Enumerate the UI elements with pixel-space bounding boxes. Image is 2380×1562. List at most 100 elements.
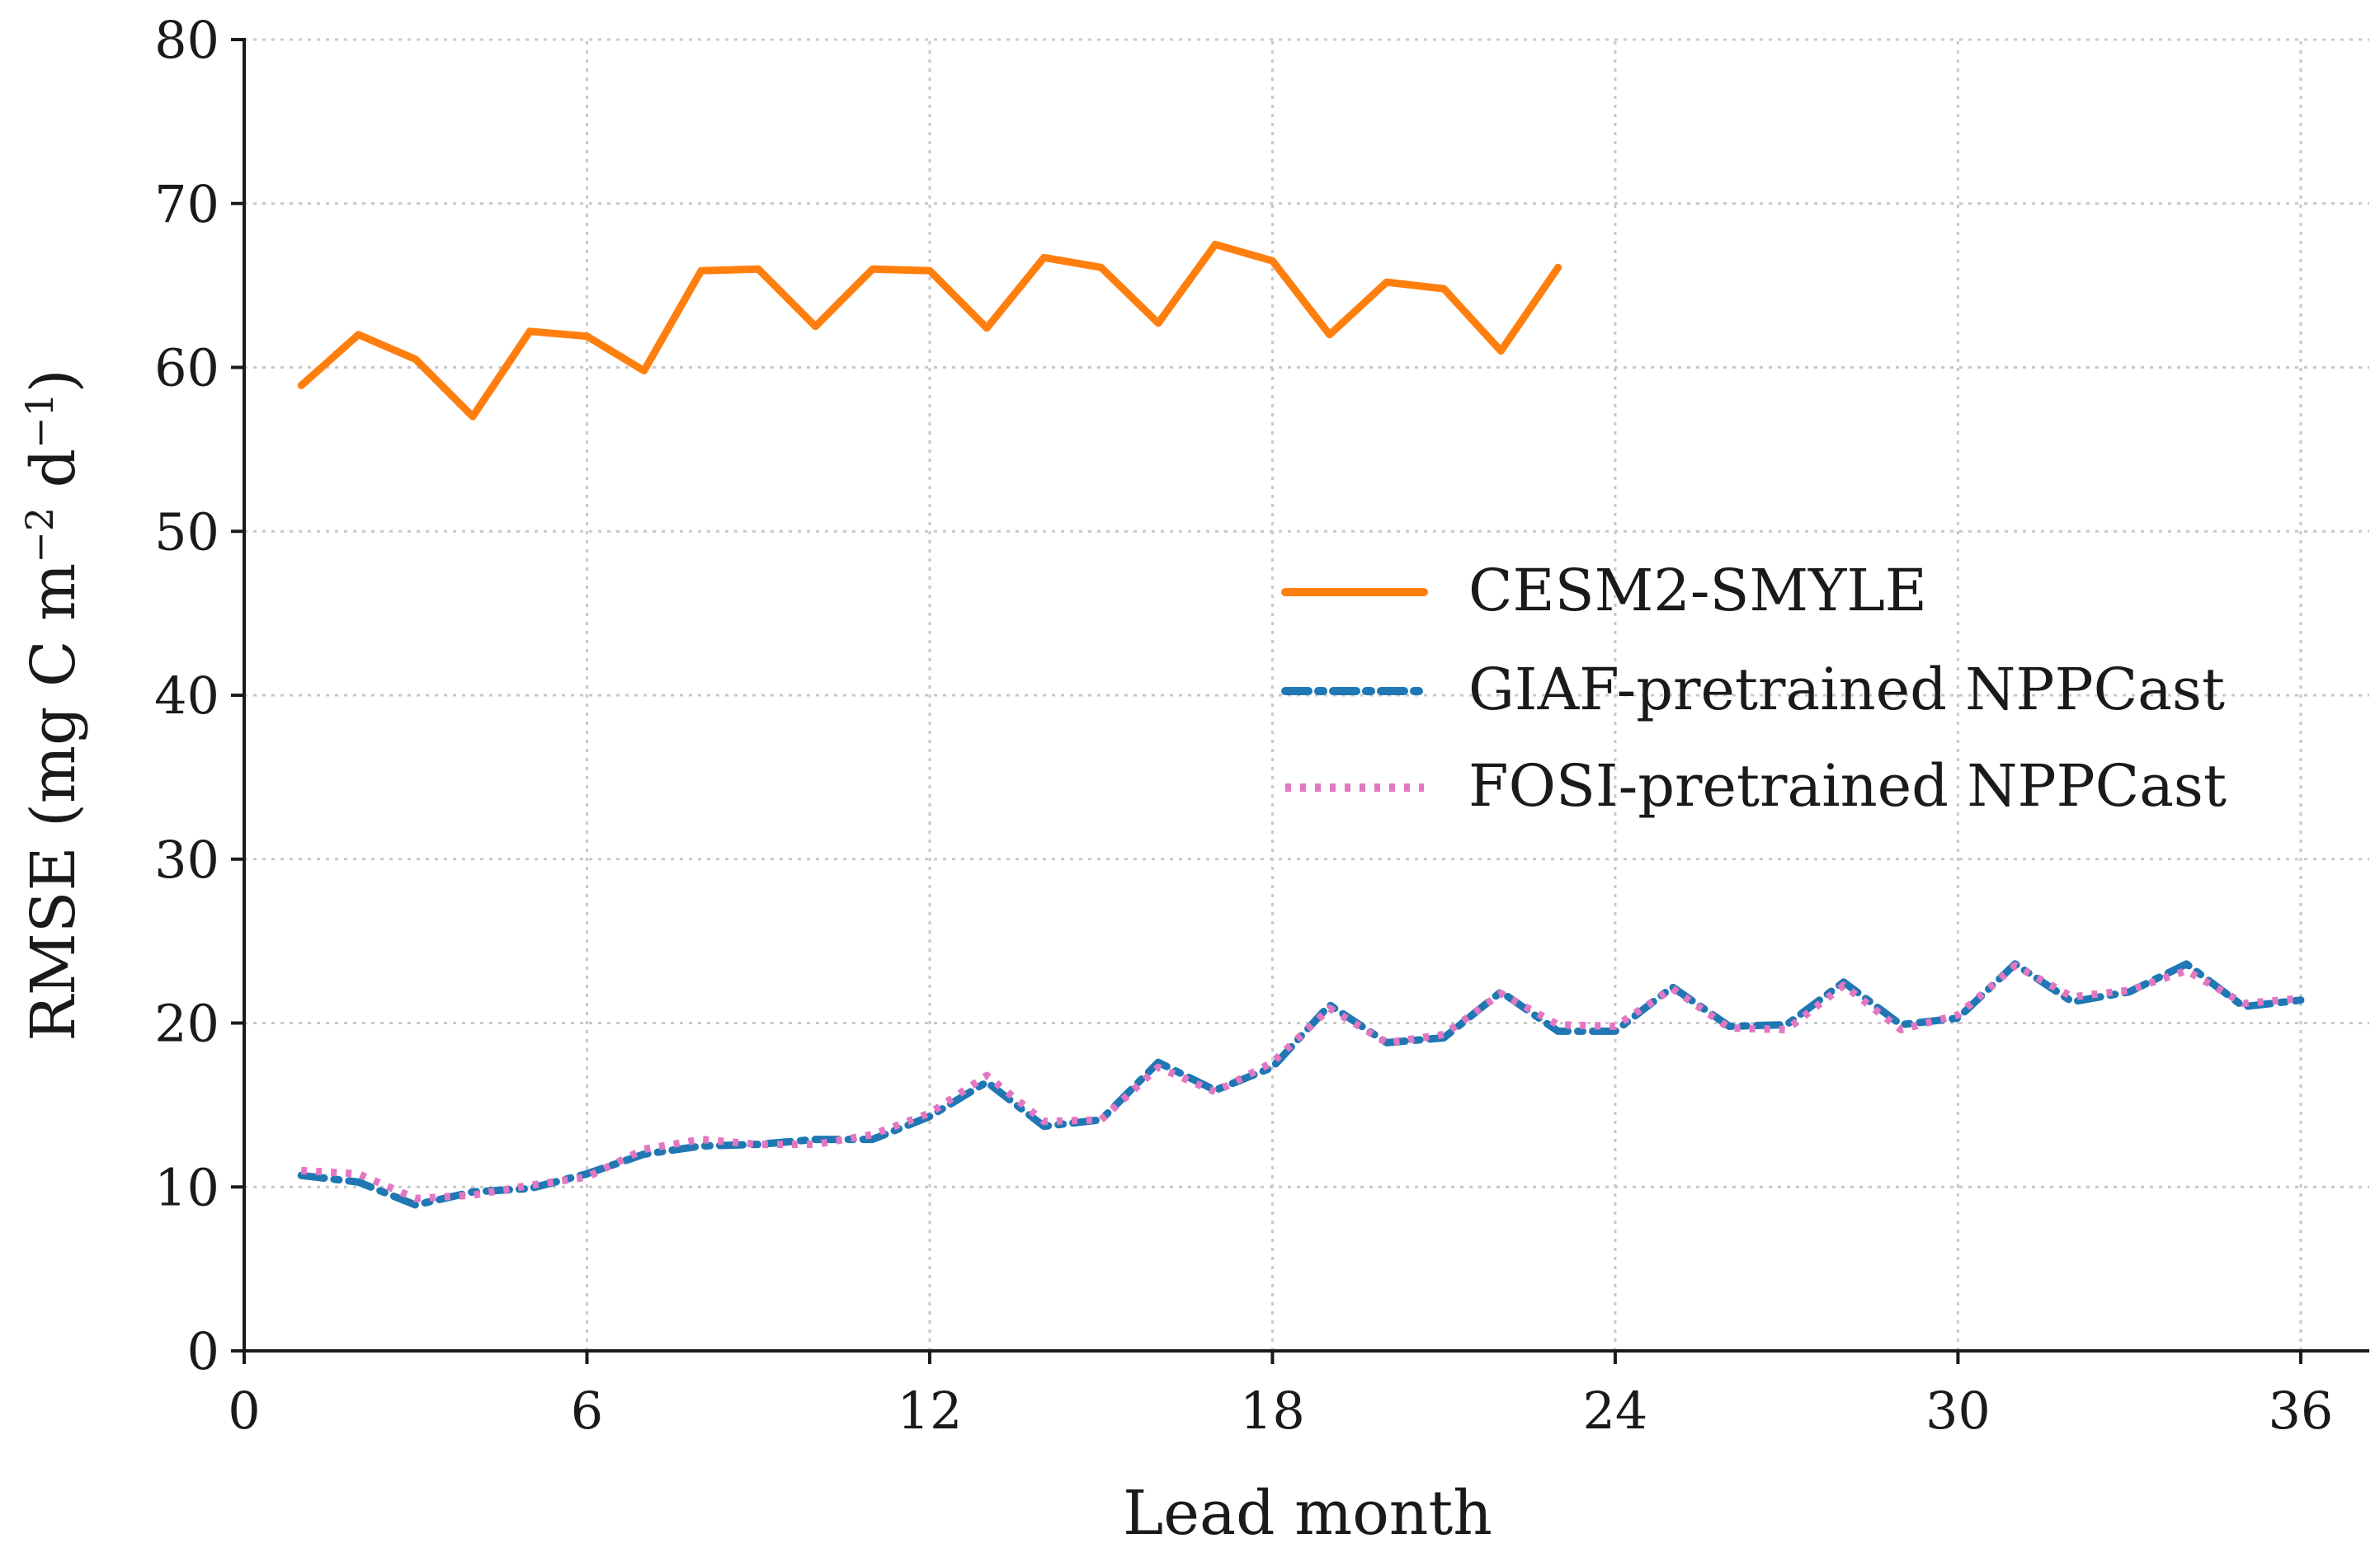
y-tick-label-40: 40	[154, 666, 219, 726]
data-point-fosi-pretrained-nppcast-27	[1784, 1027, 1790, 1033]
data-point-cesm2-smyle-17	[1212, 241, 1218, 247]
data-point-giaf-pretrained-nppcast-2	[356, 1179, 362, 1185]
y-axis-title-prefix: RMSE (mg C m	[18, 563, 89, 1042]
data-point-fosi-pretrained-nppcast-15	[1098, 1117, 1105, 1123]
x-tick-label-6: 6	[571, 1381, 603, 1441]
data-point-fosi-pretrained-nppcast-26	[1726, 1025, 1732, 1032]
data-point-fosi-pretrained-nppcast-3	[412, 1195, 419, 1202]
x-tick-label-24: 24	[1582, 1381, 1647, 1441]
data-point-fosi-pretrained-nppcast-21	[1440, 1031, 1447, 1037]
y-axis-title: RMSE (mg C m−2 d−1)	[17, 369, 89, 1041]
data-point-fosi-pretrained-nppcast-13	[983, 1072, 990, 1079]
data-point-cesm2-smyle-18	[1270, 257, 1276, 264]
legend-label-giaf-pretrained: GIAF-pretrained NPPCast	[1468, 656, 2225, 723]
data-point-fosi-pretrained-nppcast-8	[698, 1136, 705, 1143]
data-point-fosi-pretrained-nppcast-30	[1954, 1012, 1961, 1019]
data-point-fosi-pretrained-nppcast-6	[584, 1174, 591, 1180]
data-point-cesm2-smyle-1	[298, 382, 304, 388]
data-point-fosi-pretrained-nppcast-23	[1555, 1022, 1562, 1028]
data-point-fosi-pretrained-nppcast-28	[1840, 982, 1847, 989]
data-point-fosi-pretrained-nppcast-1	[298, 1167, 304, 1174]
y-tick-label-50: 50	[154, 501, 219, 562]
data-point-giaf-pretrained-nppcast-23	[1555, 1028, 1562, 1034]
data-point-giaf-pretrained-nppcast-34	[2183, 961, 2189, 967]
data-point-fosi-pretrained-nppcast-35	[2241, 1000, 2247, 1007]
y-axis-title-exp2: −1	[17, 393, 62, 449]
data-point-cesm2-smyle-9	[755, 266, 761, 272]
y-axis-title-suffix: )	[18, 369, 89, 393]
data-point-fosi-pretrained-nppcast-17	[1212, 1089, 1218, 1095]
data-point-fosi-pretrained-nppcast-5	[526, 1182, 533, 1188]
tick-marks: 0 10 20 30 40 50 60 70 80 0 6 12 18 24 30 36	[154, 10, 2333, 1441]
data-point-cesm2-smyle-21	[1440, 285, 1447, 292]
data-point-fosi-pretrained-nppcast-24	[1612, 1023, 1619, 1030]
series-line-cesm2-smyle	[297, 240, 1562, 421]
data-point-cesm2-smyle-10	[813, 323, 819, 330]
data-point-fosi-pretrained-nppcast-36	[2298, 995, 2304, 1002]
data-point-cesm2-smyle-12	[926, 267, 933, 274]
x-tick-label-36: 36	[2268, 1381, 2333, 1441]
y-tick-label-20: 20	[154, 994, 219, 1054]
data-point-fosi-pretrained-nppcast-7	[641, 1146, 648, 1153]
y-tick-label-70: 70	[154, 174, 219, 234]
data-point-cesm2-smyle-22	[1497, 348, 1504, 355]
data-point-cesm2-smyle-11	[870, 266, 876, 272]
series-line-fosi-pretrained-nppcast	[300, 962, 2302, 1202]
y-tick-label-80: 80	[154, 10, 219, 70]
series-cesm2-smyle	[297, 240, 1562, 421]
data-point-cesm2-smyle-14	[1041, 254, 1048, 261]
data-point-cesm2-smyle-19	[1327, 332, 1333, 338]
legend-label-fosi-pretrained: FOSI-pretrained NPPCast	[1468, 752, 2227, 820]
y-axis-title-mid: d	[18, 449, 89, 507]
series-fosi-pretrained-nppcast	[298, 962, 2304, 1202]
x-axis-title: Lead month	[1123, 1478, 1492, 1549]
data-point-fosi-pretrained-nppcast-16	[1155, 1064, 1162, 1070]
data-point-fosi-pretrained-nppcast-9	[755, 1141, 761, 1148]
data-point-fosi-pretrained-nppcast-4	[469, 1192, 476, 1198]
data-point-cesm2-smyle-16	[1155, 320, 1162, 327]
x-tick-label-12: 12	[898, 1381, 963, 1441]
data-point-cesm2-smyle-13	[983, 325, 990, 332]
data-point-cesm2-smyle-23	[1555, 264, 1562, 271]
legend: CESM2-SMYLE GIAF-pretrained NPPCast FOSI…	[1281, 557, 2227, 820]
y-tick-label-30: 30	[154, 830, 219, 890]
data-point-fosi-pretrained-nppcast-34	[2183, 967, 2189, 974]
x-tick-label-18: 18	[1240, 1381, 1305, 1441]
x-tick-label-30: 30	[1925, 1381, 1991, 1441]
data-point-fosi-pretrained-nppcast-2	[356, 1170, 362, 1177]
data-point-cesm2-smyle-3	[412, 356, 419, 363]
data-point-cesm2-smyle-20	[1383, 279, 1390, 285]
series-giaf-pretrained-nppcast	[297, 960, 2305, 1209]
data-point-fosi-pretrained-nppcast-10	[813, 1141, 819, 1148]
data-point-cesm2-smyle-4	[469, 413, 476, 420]
data-point-fosi-pretrained-nppcast-12	[926, 1110, 933, 1117]
data-point-fosi-pretrained-nppcast-14	[1041, 1118, 1048, 1125]
data-point-fosi-pretrained-nppcast-29	[1897, 1027, 1904, 1033]
data-point-giaf-pretrained-nppcast-8	[698, 1143, 705, 1150]
y-axis-title-exp1: −2	[17, 507, 62, 563]
data-point-fosi-pretrained-nppcast-18	[1270, 1059, 1276, 1066]
data-point-cesm2-smyle-15	[1098, 264, 1105, 271]
y-tick-label-60: 60	[154, 338, 219, 398]
data-point-fosi-pretrained-nppcast-22	[1497, 990, 1504, 997]
legend-label-cesm2-smyle: CESM2-SMYLE	[1468, 557, 1927, 624]
data-point-cesm2-smyle-8	[698, 267, 705, 274]
data-point-giaf-pretrained-nppcast-3	[412, 1202, 419, 1208]
y-tick-label-0: 0	[187, 1321, 219, 1381]
data-point-fosi-pretrained-nppcast-32	[2069, 994, 2076, 1000]
data-point-cesm2-smyle-7	[641, 368, 648, 374]
y-tick-label-10: 10	[154, 1157, 219, 1217]
data-point-fosi-pretrained-nppcast-11	[870, 1132, 876, 1138]
grid-lines	[244, 38, 2369, 1351]
data-point-fosi-pretrained-nppcast-20	[1383, 1039, 1390, 1046]
data-point-fosi-pretrained-nppcast-33	[2126, 987, 2133, 994]
data-point-cesm2-smyle-2	[356, 332, 362, 338]
data-point-cesm2-smyle-6	[584, 333, 591, 340]
data-point-fosi-pretrained-nppcast-25	[1669, 986, 1675, 992]
series-lines	[297, 240, 2305, 1209]
x-tick-label-0: 0	[228, 1381, 260, 1441]
data-point-cesm2-smyle-5	[526, 328, 533, 335]
data-point-fosi-pretrained-nppcast-19	[1327, 1005, 1333, 1012]
series-line-giaf-pretrained-nppcast	[297, 960, 2305, 1209]
